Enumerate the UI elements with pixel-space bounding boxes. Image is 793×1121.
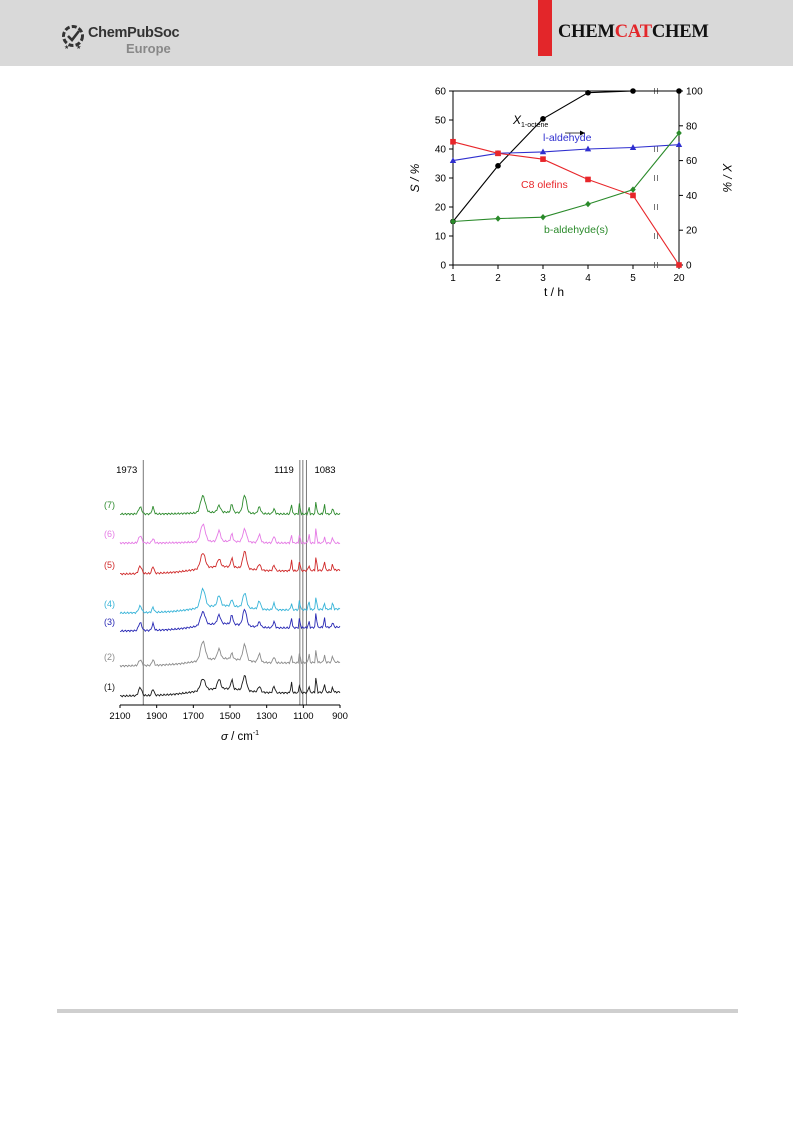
footer-divider [57, 1009, 738, 1013]
data-point-c8-olefins [540, 156, 546, 162]
x-axis-label: t / h [544, 285, 564, 299]
publisher-name: ChemPubSoc [88, 25, 180, 41]
spectrum-label: (4) [104, 599, 115, 609]
spectrum-line-4 [119, 587, 341, 615]
data-point-l-aldehyde [539, 148, 547, 155]
x-tick-label: 2100 [109, 711, 130, 722]
spectrum-line-3 [119, 608, 341, 633]
x-tick-label: 1 [450, 273, 456, 284]
journal-title-part3: CHEM [651, 22, 709, 42]
data-point-l-aldehyde [584, 145, 592, 152]
y-right-tick-label: 20 [686, 226, 698, 237]
data-point-b-aldehyde-s [585, 200, 591, 208]
data-point-x1-octene [676, 88, 682, 94]
data-point-b-aldehyde-s [540, 213, 546, 221]
spectrum-label: (2) [104, 652, 115, 662]
data-point-x1-octene [540, 116, 546, 122]
data-point-c8-olefins [450, 138, 456, 145]
data-point-x1-octene [630, 88, 636, 94]
x-tick-label: 4 [585, 273, 591, 284]
y-axis-left-label: S / % [408, 163, 422, 192]
x-tick-label: 1500 [219, 711, 240, 722]
journal-title-part1: CHEM [558, 22, 615, 42]
label-b-aldehydes: b-aldehyde(s) [544, 224, 608, 236]
data-point-c8-olefins [676, 262, 682, 268]
journal-accent-bar [538, 0, 552, 56]
data-point-b-aldehyde-s [450, 218, 456, 225]
series-line-l-aldehyde [452, 144, 680, 162]
annotation-arrow-head [580, 130, 585, 136]
x-tick-label: 1700 [183, 711, 204, 722]
y-axis-right-label: X / % [720, 163, 734, 193]
page-header: ★ ★ ChemPubSoc Europe CHEMCATCHEM [0, 0, 793, 66]
spectrum-label: (3) [104, 617, 115, 627]
spectrum-line-1 [119, 674, 341, 698]
y-right-tick-label: 100 [686, 87, 703, 98]
y-right-tick-label: 40 [686, 191, 698, 202]
series-line-c8-olefins [452, 141, 680, 266]
reference-line-label: 1973 [116, 465, 137, 476]
journal-title: CHEMCATCHEM [558, 22, 709, 43]
y-left-tick-label: 30 [435, 174, 447, 185]
spectrum-line-7 [119, 494, 341, 516]
data-point-c8-olefins [495, 150, 501, 157]
spectrum-line-6 [119, 523, 341, 545]
y-right-tick-label: 80 [686, 121, 698, 132]
publisher-region: Europe [126, 41, 171, 56]
annotation-conversion-subscript: 1-octene [521, 122, 548, 129]
journal-title-part2: CAT [614, 22, 652, 42]
x-tick-label: 20 [673, 273, 685, 284]
y-left-tick-label: 50 [435, 116, 447, 127]
y-left-tick-label: 0 [440, 261, 446, 272]
spectrum-label: (1) [104, 682, 115, 692]
series-line-b-aldehyde-s [452, 132, 680, 223]
data-point-c8-olefins [630, 192, 636, 199]
ir-spectra-chart: 1973 1119 1083 (7) (6) (5) (4) (3) (2) (1) 2100 1… [104, 460, 348, 743]
annotation-conversion-symbol: X [512, 113, 522, 127]
label-c8-olefins: C8 olefins [521, 179, 568, 191]
y-left-tick-label: 40 [435, 145, 447, 156]
x-tick-label: 1300 [256, 711, 277, 722]
annotation-conversion: X1-octene [512, 113, 548, 129]
x-axis-label-symbol: σ [221, 731, 229, 743]
data-point-b-aldehyde-s [495, 215, 501, 222]
y-left-tick-label: 60 [435, 87, 447, 98]
series-line-x1-octene [452, 90, 679, 222]
y-left-tick-label: 20 [435, 203, 447, 214]
y-right-tick-label: 60 [686, 156, 698, 167]
spectrum-label: (5) [104, 560, 115, 570]
x-tick-label: 1900 [146, 711, 167, 722]
spectrum-label: (7) [104, 500, 115, 510]
x-tick-label: 5 [630, 273, 636, 284]
data-point-x1-octene [495, 163, 501, 169]
y-right-tick-label: 0 [686, 261, 692, 272]
data-point-l-aldehyde [449, 157, 457, 163]
reference-line-label: 1119 [274, 465, 294, 476]
y-left-tick-label: 10 [435, 232, 447, 243]
spectrum-label: (6) [104, 529, 115, 539]
x-axis-label-unit: / cm [228, 731, 253, 743]
x-tick-label: 3 [540, 273, 546, 284]
reference-line-label: 1083 [314, 465, 335, 476]
data-point-x1-octene [585, 89, 591, 96]
x-tick-label: 2 [495, 273, 501, 284]
spectrum-line-2 [119, 640, 341, 668]
x-axis-label-exponent: -1 [253, 730, 259, 737]
spectrum-line-5 [120, 550, 341, 576]
publisher-logo: ★ ★ ChemPubSoc Europe [62, 24, 192, 58]
seal-icon: ★ ★ [62, 25, 84, 50]
data-point-l-aldehyde [629, 144, 637, 150]
data-point-l-aldehyde [675, 141, 683, 148]
label-l-aldehyde: l-aldehyde [543, 132, 592, 144]
svg-text:★: ★ [76, 44, 81, 50]
svg-text:★: ★ [64, 44, 69, 50]
x-tick-label: 900 [332, 711, 348, 722]
x-axis-label: σ / cm-1 [221, 730, 259, 743]
x-tick-label: 1100 [293, 711, 313, 722]
data-point-c8-olefins [585, 176, 591, 183]
